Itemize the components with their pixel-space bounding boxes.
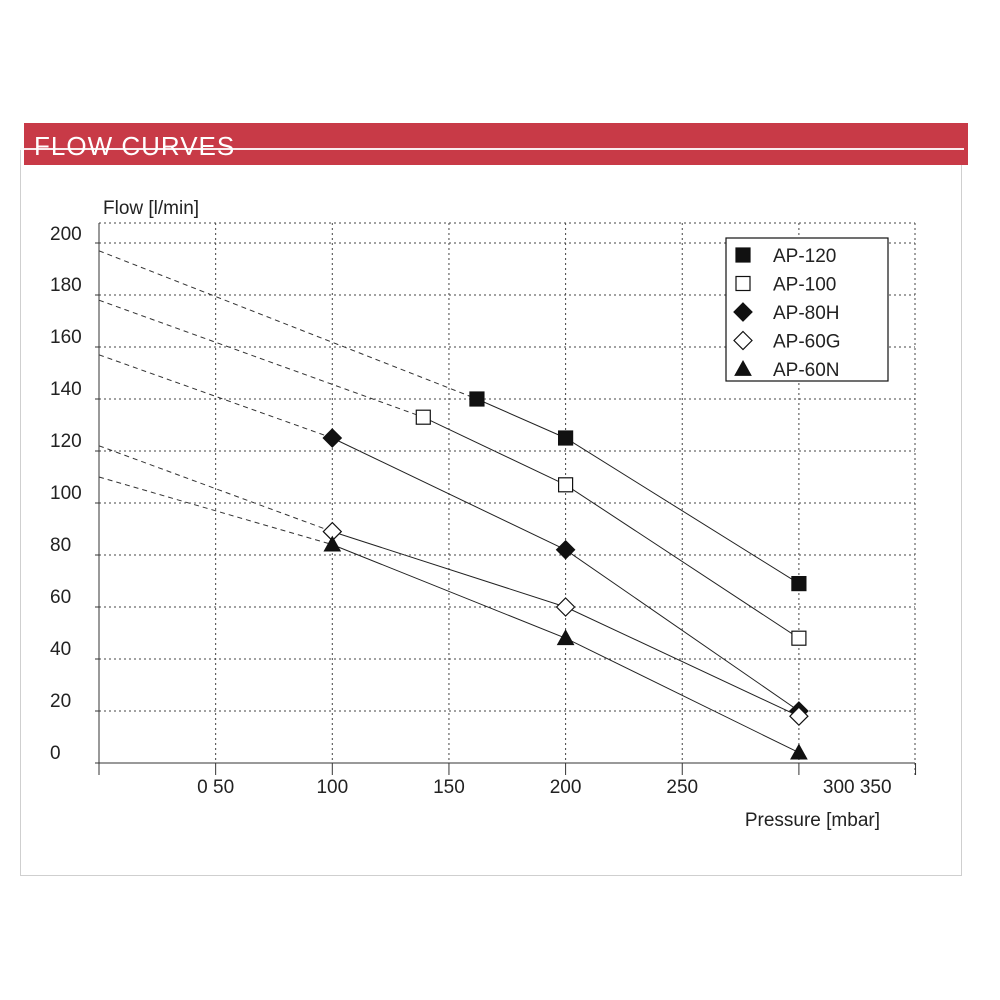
x-tick-label: 150 xyxy=(433,777,465,798)
data-point xyxy=(791,575,807,592)
series-extrapolation-line xyxy=(98,445,333,533)
series-layer xyxy=(98,250,809,760)
y-tick-label: 120 xyxy=(50,431,82,452)
y-tick-label: 200 xyxy=(50,224,82,245)
legend-label: AP-120 xyxy=(773,246,836,267)
x-tick-label: 300 350 xyxy=(823,777,892,798)
series-ap-60n xyxy=(98,476,808,760)
series-extrapolation-line xyxy=(98,354,333,439)
header-rule xyxy=(20,148,964,150)
y-tick-label: 0 xyxy=(50,743,61,764)
data-point xyxy=(555,597,576,617)
y-tick-label: 60 xyxy=(50,587,71,608)
data-point xyxy=(790,743,808,760)
y-tick-label: 100 xyxy=(50,483,82,504)
series-extrapolation-line xyxy=(98,476,333,546)
x-tick-label: 0 50 xyxy=(197,777,234,798)
data-point xyxy=(557,477,574,493)
legend-marker xyxy=(735,275,751,292)
series-ap-120 xyxy=(98,250,807,592)
legend-label: AP-60G xyxy=(773,332,841,353)
series-ap-60g xyxy=(98,445,809,727)
x-tick-label: 200 xyxy=(550,777,582,798)
legend-box xyxy=(725,237,889,382)
data-point xyxy=(415,409,431,425)
legend-marker xyxy=(733,302,753,322)
legend-label: AP-100 xyxy=(773,275,836,296)
y-tick-label: 20 xyxy=(50,691,71,712)
x-tick-label: 100 xyxy=(316,777,348,798)
series-ap-100 xyxy=(98,299,807,646)
data-point xyxy=(322,428,343,448)
header-band xyxy=(24,123,968,165)
y-tick-label: 40 xyxy=(50,639,71,660)
series-ap-80h xyxy=(98,354,809,721)
legend: AP-120 AP-100 AP-80H AP-60G AP-60N xyxy=(725,237,889,382)
data-point xyxy=(555,539,576,560)
series-extrapolation-line xyxy=(98,299,424,418)
x-tick-label: 250 xyxy=(666,777,698,798)
y-tick-label: 140 xyxy=(50,379,82,400)
chart-title: FLOW CURVES xyxy=(34,131,236,161)
data-point xyxy=(791,630,807,646)
series-line xyxy=(423,416,800,639)
legend-label: AP-60N xyxy=(773,360,840,381)
data-point xyxy=(323,535,342,552)
legend-marker xyxy=(734,359,752,376)
x-axis-label: Pressure [mbar] xyxy=(745,810,880,831)
y-tick-label: 180 xyxy=(50,275,82,296)
series-extrapolation-line xyxy=(98,250,478,400)
grid xyxy=(99,222,916,775)
data-point xyxy=(557,430,574,446)
y-axis-label: Flow [l/min] xyxy=(103,198,199,219)
data-point xyxy=(789,706,809,727)
y-tick-label: 160 xyxy=(50,327,82,348)
legend-marker xyxy=(733,330,753,351)
y-tick-label: 80 xyxy=(50,535,71,556)
legend-marker xyxy=(735,247,751,263)
series-line xyxy=(476,398,800,585)
data-point xyxy=(556,629,575,646)
legend-label: AP-80H xyxy=(773,303,840,324)
data-point xyxy=(469,391,485,407)
